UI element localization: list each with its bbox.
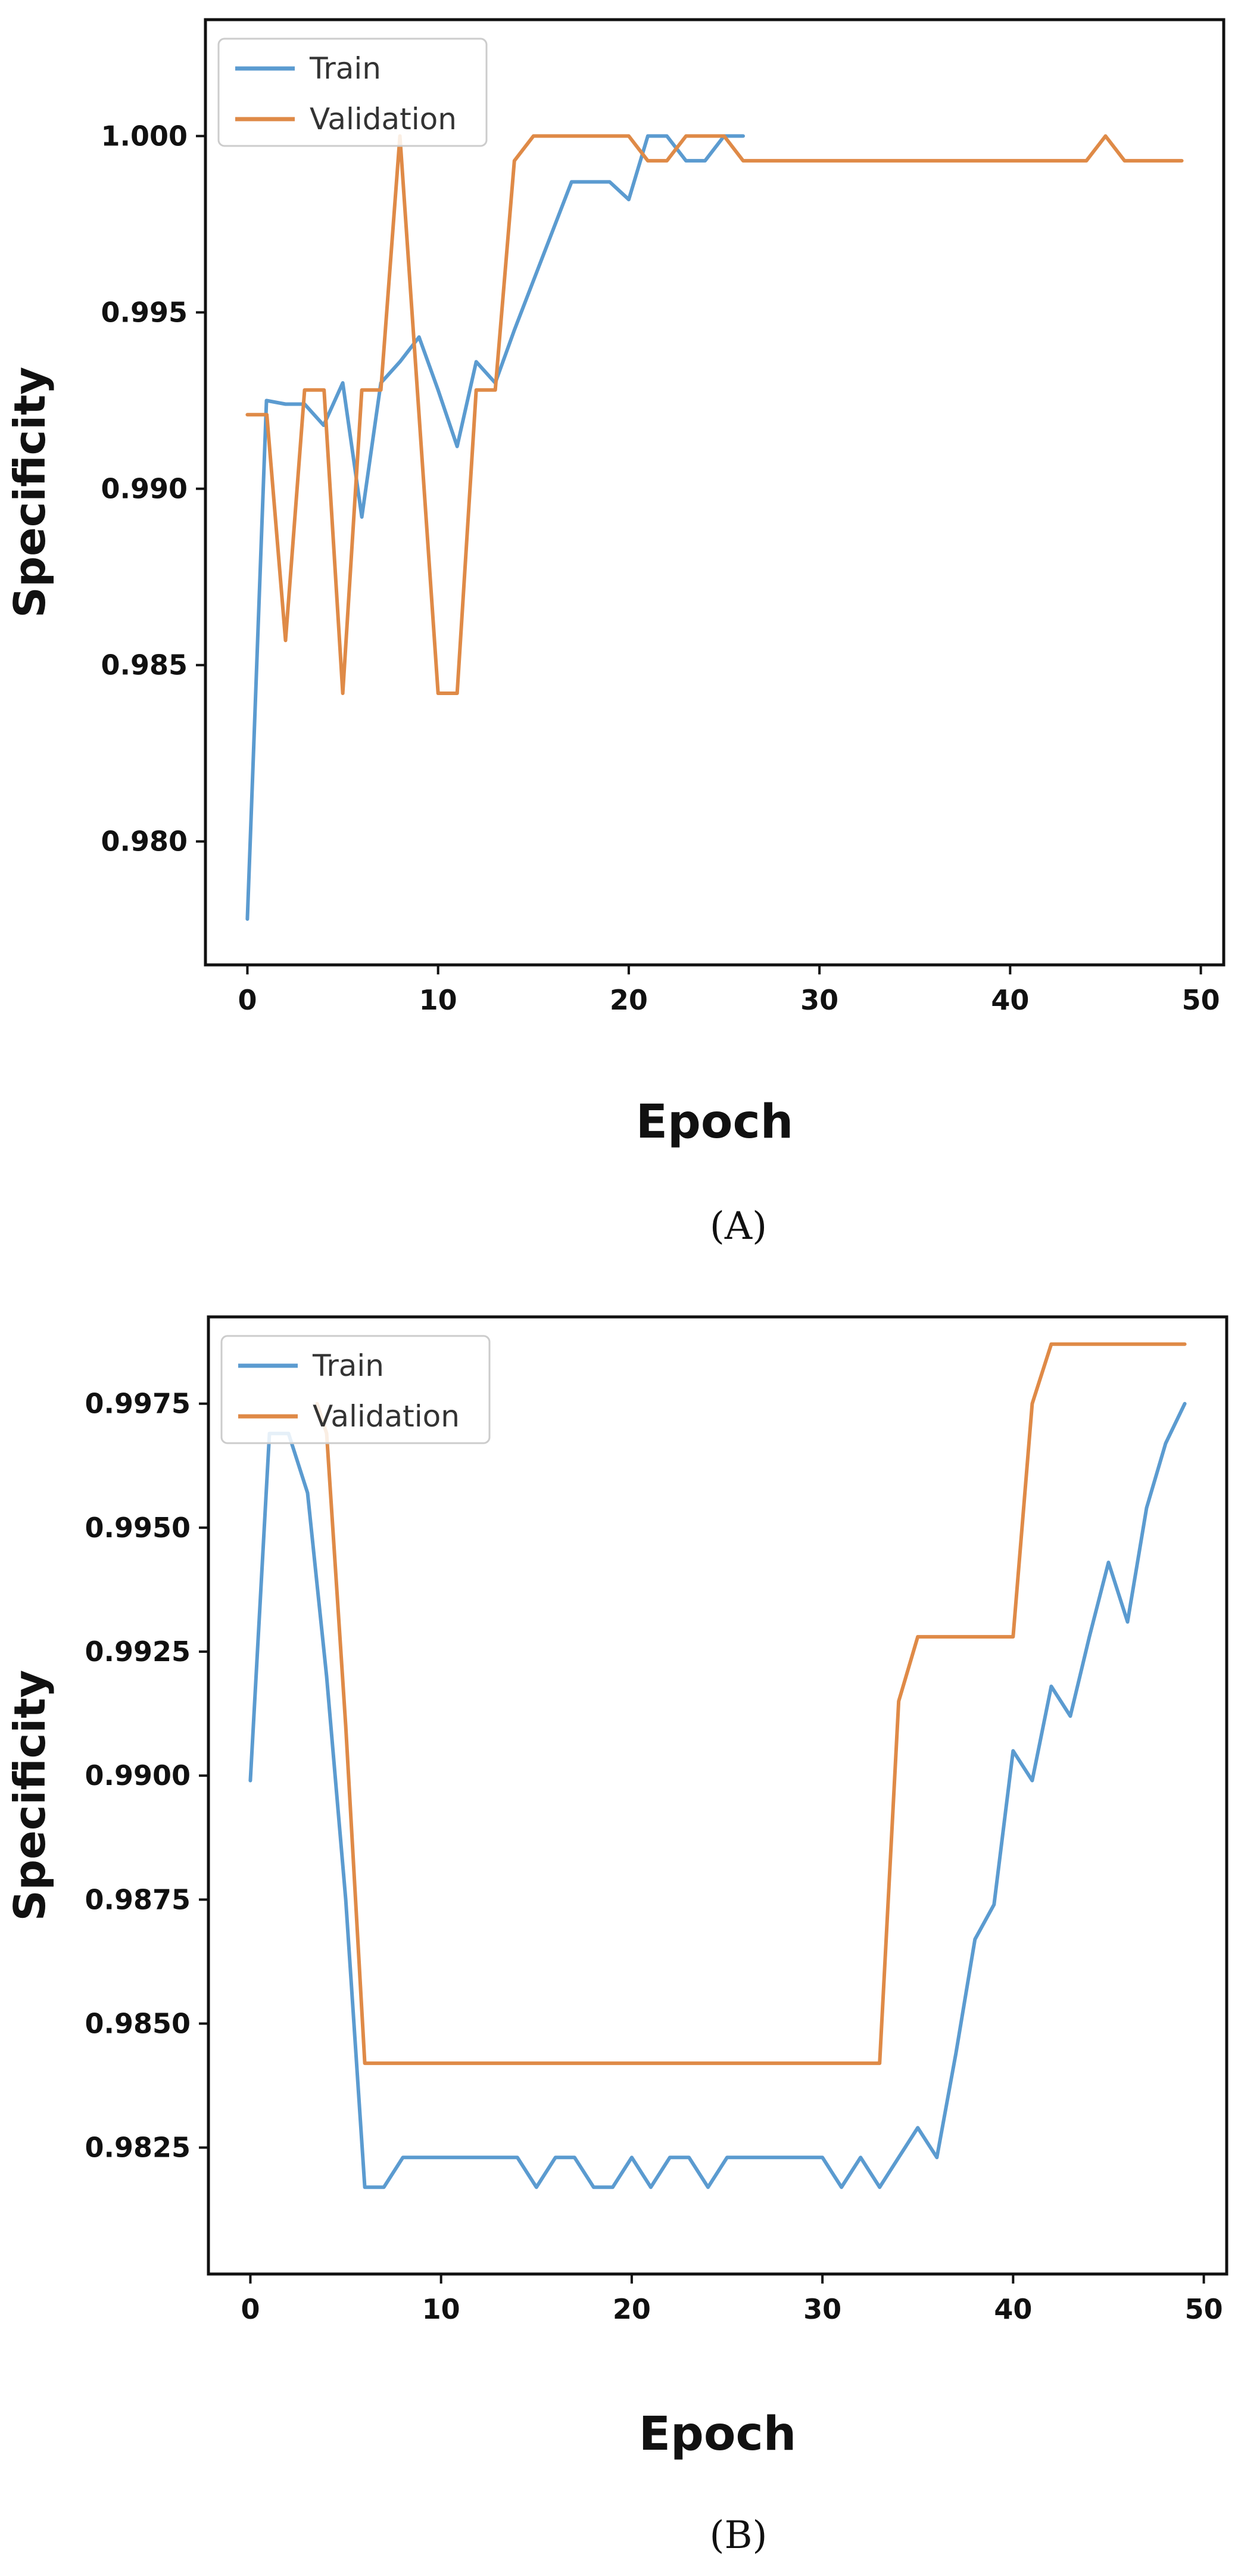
plot-frame [204,18,1225,967]
chart-a: 0 10 20 30 40 50 0.980 0.985 0.990 0.995 1.000 Epoc… [5,18,1225,1248]
x-tick-label: 30 [803,2293,841,2325]
chart-panel-a: 0 10 20 30 40 50 0.980 0.985 0.990 0.995 1.000 Epoc… [5,18,1225,1248]
figure-caption: (B) [710,2513,768,2558]
y-tick-label: 0.9850 [85,2008,191,2040]
y-tick-label: 0.9975 [85,1388,191,1420]
x-tick-label: 10 [422,2293,460,2325]
y-tick-label: 1.000 [101,120,188,152]
y-tick-label: 0.995 [101,296,188,328]
series-line-train [248,1401,1187,2189]
series-line-validation [245,134,1184,695]
y-tick-label: 0.9825 [85,2132,191,2164]
legend-label-train: Train [312,1348,384,1383]
legend-label-validation: Validation [310,102,457,136]
x-tick-label: 40 [994,2293,1032,2325]
x-tick-label: 50 [1182,984,1220,1016]
x-tick-label: 0 [238,984,257,1016]
chart-b: 0 10 20 30 40 50 0.9825 0.9850 0.9875 0.9900 0.992… [5,1315,1228,2558]
chart-panel-b: 0 10 20 30 40 50 0.9825 0.9850 0.9875 0.9900 0.992… [0,1288,1238,2576]
y-tick-label: 0.9900 [85,1759,191,1792]
x-axis-label: Epoch [639,2407,796,2461]
series-line-validation [315,1342,1187,2066]
y-tick-label: 0.980 [101,826,188,858]
y-tick-label: 0.990 [101,473,188,505]
x-tick-label: 50 [1185,2293,1223,2325]
y-tick-label: 0.9925 [85,1636,191,1668]
x-tick-label: 20 [613,2293,651,2325]
y-axis-label: Specificity [5,1670,55,1921]
legend: Train Validation [220,1335,491,1444]
x-tick-label: 30 [800,984,838,1016]
x-tick-label: 10 [419,984,457,1016]
y-tick-label: 0.985 [101,649,188,681]
plot-frame [207,1315,1228,2276]
y-axis-label: Specificity [5,367,55,618]
y-tick-label: 0.9875 [85,1883,191,1915]
legend-label-validation: Validation [313,1399,460,1434]
y-tick-label: 0.9950 [85,1512,191,1544]
x-tick-label: 20 [610,984,648,1016]
x-tick-label: 0 [241,2293,260,2325]
legend: Train Validation [217,38,488,147]
x-tick-label: 40 [991,984,1029,1016]
figure-caption: (A) [710,1204,767,1248]
series-line-train [245,134,745,921]
legend-label-train: Train [309,51,381,86]
x-axis-label: Epoch [636,1095,793,1149]
